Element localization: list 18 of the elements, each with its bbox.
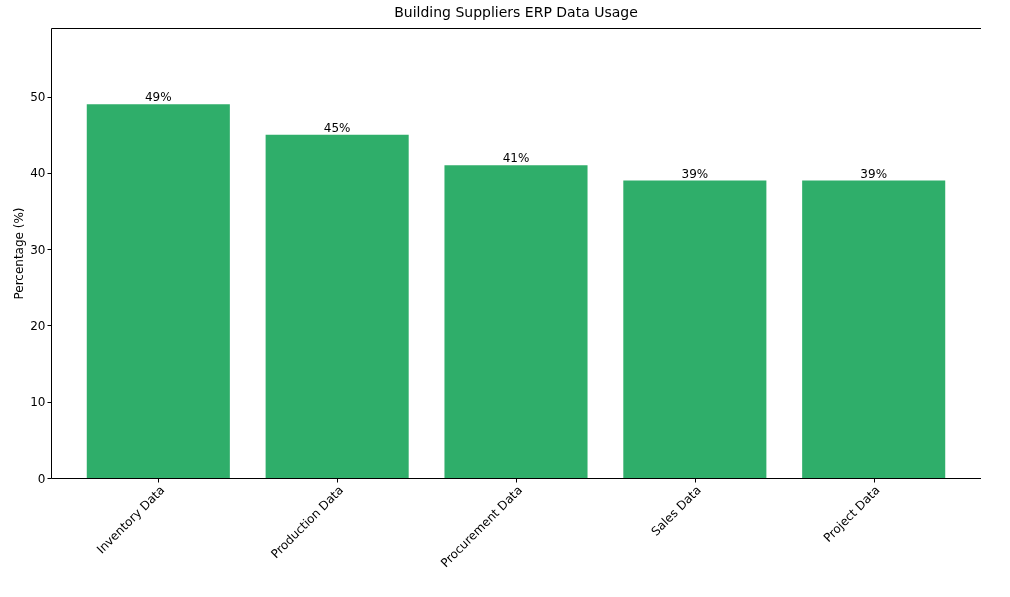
bar bbox=[623, 180, 767, 478]
bar bbox=[802, 180, 946, 478]
data-label: 39% bbox=[860, 166, 888, 181]
data-label: 39% bbox=[681, 166, 709, 181]
data-label: 45% bbox=[323, 120, 351, 135]
bar bbox=[265, 134, 409, 478]
y-tick-label: 0 bbox=[37, 471, 46, 486]
bar bbox=[86, 104, 230, 478]
y-tick-label: 10 bbox=[30, 395, 46, 410]
y-tick-label: 50 bbox=[30, 90, 46, 105]
y-tick-label: 40 bbox=[30, 166, 46, 181]
y-tick-label: 30 bbox=[30, 242, 46, 257]
chart-title: Building Suppliers ERP Data Usage bbox=[394, 4, 638, 20]
y-tick-label: 20 bbox=[30, 318, 46, 333]
bar bbox=[444, 165, 588, 478]
data-label: 41% bbox=[502, 151, 530, 166]
data-label: 49% bbox=[144, 90, 172, 105]
y-axis-title: Percentage (%) bbox=[12, 207, 27, 300]
